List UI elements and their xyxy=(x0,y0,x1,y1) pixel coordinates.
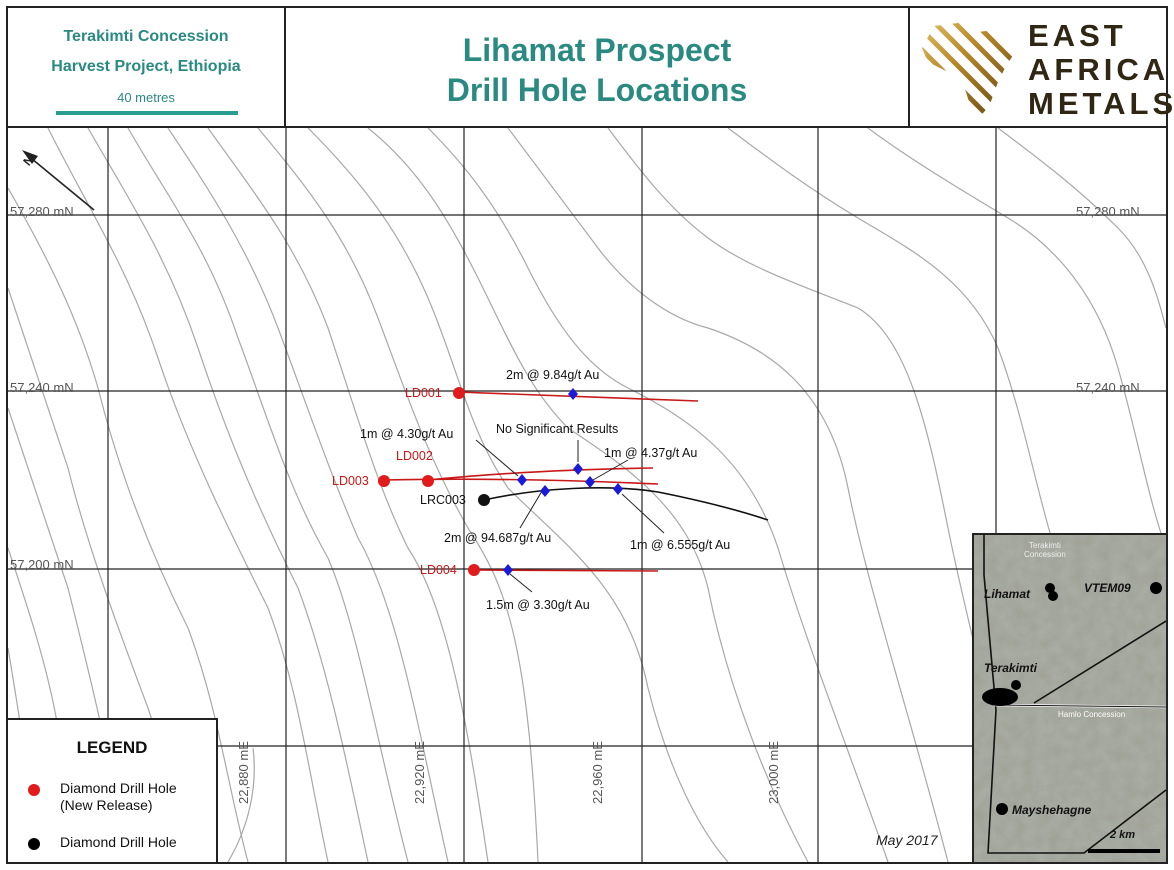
inset-scale-label: 2 km xyxy=(1110,829,1136,841)
collar-ld001 xyxy=(453,387,465,399)
collar-ld003 xyxy=(378,475,390,487)
inset-concession-bottom: Hamlo Concession xyxy=(1058,710,1126,719)
north-arrow-icon: N xyxy=(20,150,95,211)
northing-label-right: 57,240 mN xyxy=(1076,380,1140,395)
hole-label-ld002: LD002 xyxy=(396,449,433,463)
inset-concession-top-line2: Concession xyxy=(1024,550,1066,559)
intercept-marker xyxy=(503,564,513,576)
title-box: Lihamat Prospect Drill Hole Locations xyxy=(284,6,910,128)
hole-label-ld001: LD001 xyxy=(405,386,442,400)
easting-label: 22,880 mE xyxy=(236,741,251,804)
inset-concession-top: Terakimti Concession xyxy=(1024,541,1066,559)
scale-bar xyxy=(56,111,238,115)
inset-label-terakimti: Terakimti xyxy=(984,661,1037,675)
contour-lines xyxy=(8,128,1166,862)
legend-black-dot-icon xyxy=(28,838,40,850)
africa-logo-icon xyxy=(922,22,1014,118)
legend: LEGEND Diamond Drill Hole (New Release) … xyxy=(6,718,218,864)
collar-ld004 xyxy=(468,564,480,576)
map-date: May 2017 xyxy=(876,832,938,848)
logo-word-africa: AFRICA xyxy=(1028,52,1170,87)
intercept-label: 1m @ 4.30g/t Au xyxy=(360,427,454,441)
intercept-label: 1m @ 4.37g/t Au xyxy=(604,446,698,460)
legend-new-label-line2: (New Release) xyxy=(60,797,153,813)
collar-lrc003 xyxy=(478,494,490,506)
northing-label-right: 57,280 mN xyxy=(1076,204,1140,219)
hole-label-ld003: LD003 xyxy=(332,474,369,488)
easting-label: 22,960 mE xyxy=(590,741,605,804)
logo-word-east: EAST xyxy=(1028,18,1127,53)
map-subtitle: Drill Hole Locations xyxy=(446,72,748,108)
concession-info-box: Terakimti Concession Harvest Project, Et… xyxy=(6,6,286,128)
legend-existing-label: Diamond Drill Hole xyxy=(60,834,177,850)
map-title: Lihamat Prospect xyxy=(462,32,732,68)
intercept-marker xyxy=(585,476,595,488)
intercept-marker xyxy=(613,483,623,495)
intercept-marker xyxy=(573,463,583,475)
inset-svg xyxy=(974,535,1166,862)
legend-title: LEGEND xyxy=(76,738,148,757)
intercept-label: 2m @ 94.687g/t Au xyxy=(444,531,552,545)
hole-label-ld004: LD004 xyxy=(420,563,457,577)
intercept-marker xyxy=(568,388,578,400)
intercept-label: No Significant Results xyxy=(496,422,619,436)
inset-label-vtem09: VTEM09 xyxy=(1084,581,1131,595)
project-name: Harvest Project, Ethiopia xyxy=(51,58,241,75)
intercept-markers xyxy=(503,388,623,576)
intercept-marker xyxy=(517,474,527,486)
legend-new-label-line1: Diamond Drill Hole xyxy=(60,780,177,796)
northing-label-left: 57,240 mN xyxy=(10,380,74,395)
legend-new-label: Diamond Drill Hole (New Release) xyxy=(60,780,177,814)
intercept-label: 2m @ 9.84g/t Au xyxy=(506,368,600,382)
easting-label: 22,920 mE xyxy=(412,741,427,804)
intercept-marker xyxy=(540,485,550,497)
easting-label: 23,000 mE xyxy=(766,741,781,804)
coordinate-grid xyxy=(8,128,1166,862)
northing-label-left: 57,200 mN xyxy=(10,557,74,572)
logo-word-metals: METALS xyxy=(1028,86,1174,121)
intercept-label: 1.5m @ 3.30g/t Au xyxy=(486,598,590,612)
concession-name: Terakimti Concession xyxy=(63,28,229,45)
map-svg: N xyxy=(8,128,1166,862)
inset-label-lihamat: Lihamat xyxy=(984,587,1031,601)
northing-label-left: 57,280 mN xyxy=(10,204,74,219)
intercept-label: 1m @ 6.555g/t Au xyxy=(630,538,731,552)
inset-concession-top-line1: Terakimti xyxy=(1028,541,1061,550)
location-inset-map: Terakimti Concession Hamlo Concession Li… xyxy=(972,533,1168,864)
collar-ld002 xyxy=(422,475,434,487)
inset-label-mayshehagne: Mayshehagne xyxy=(1012,803,1092,817)
legend-red-dot-icon xyxy=(28,784,40,796)
annotation-leaders xyxy=(475,439,665,593)
company-logo: EAST AFRICA METALS xyxy=(908,6,1173,128)
scale-label: 40 metres xyxy=(117,90,175,105)
hole-label-lrc003: LRC003 xyxy=(420,493,466,507)
drill-collars xyxy=(378,387,490,576)
